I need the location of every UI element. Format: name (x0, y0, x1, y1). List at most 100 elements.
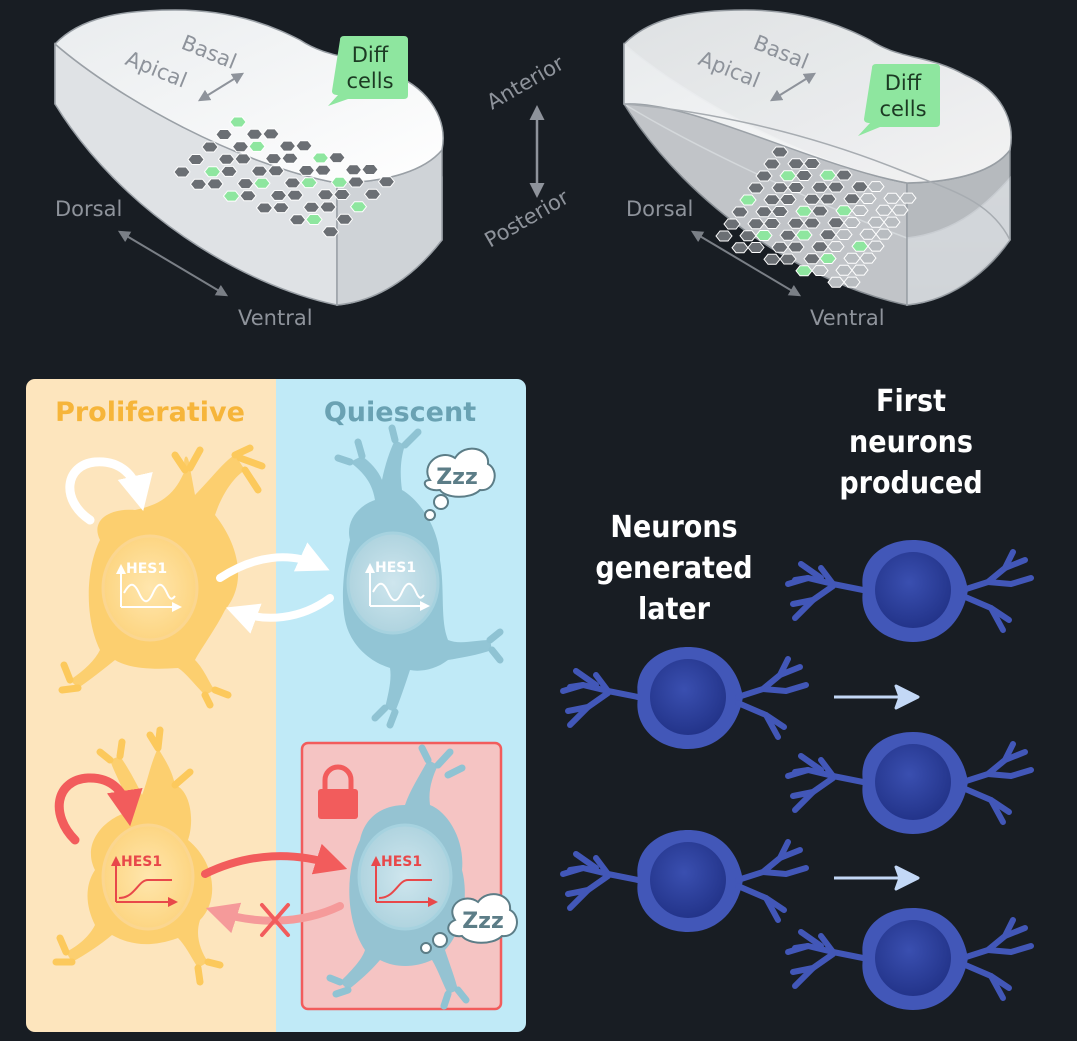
differentiating-cell (311, 152, 330, 164)
progenitor-cell (803, 193, 821, 205)
progenitor-cell (316, 189, 335, 201)
ventral-label: Ventral (238, 306, 313, 330)
differentiating-cell (203, 166, 222, 178)
quiescent-to-proliferative-arrow (225, 594, 334, 634)
progenitor-cell (347, 176, 365, 188)
quiescent-title: Quiescent (324, 397, 476, 428)
apical-basal-arrow (197, 72, 245, 102)
anterior-label: Anterior (483, 51, 569, 114)
progenitor-cell (883, 192, 901, 204)
progenitor-cell (851, 264, 869, 276)
self-renewal-arrow (65, 457, 153, 525)
progenitor-cell (269, 190, 288, 201)
tube-diagram-right: Basal Apical Diff cells Dorsal Ventral (623, 9, 1012, 330)
sleep-thought-bubble-top: Zzz (423, 447, 496, 521)
progenitor-cell (891, 204, 909, 216)
differentiating-cell (330, 176, 349, 188)
activate-to-quiescent-arrow (216, 542, 330, 582)
progenitor-cell (245, 128, 264, 140)
progenitor-cell (851, 181, 869, 193)
hes1-sustained-graph-quiescent: HES1 (371, 854, 438, 907)
progenitor-cell (302, 201, 321, 213)
progenitor-cell (827, 217, 845, 229)
progenitor-cell (827, 181, 845, 193)
diff-cells-callout: Diff cells (328, 36, 408, 106)
differentiating-cell (779, 170, 797, 182)
progenitor-cell (779, 229, 797, 241)
progenitor-cell (787, 217, 805, 229)
progenitor-cell (811, 241, 829, 253)
progression-arrow-1 (834, 684, 920, 710)
dorsal-label: Dorsal (55, 197, 122, 221)
progenitor-cell (297, 165, 316, 176)
diff-label-right: Diff (885, 71, 922, 95)
progenitor-cell (255, 202, 274, 214)
progenitor-cell (361, 164, 379, 175)
anterior-posterior-axis: Anterior Posterior (481, 51, 574, 252)
neuron (785, 540, 1034, 642)
progenitor-cell (827, 241, 845, 252)
differentiating-cell (300, 177, 318, 189)
progenitor-cell (779, 194, 797, 205)
neuron-nucleus (875, 920, 951, 996)
progenitor-cell (250, 165, 269, 177)
progenitor-cell (771, 182, 789, 194)
progenitor-cell (819, 229, 837, 241)
progenitor-cell (321, 226, 340, 238)
progenitor-cell (763, 253, 781, 265)
progression-arrow-2 (834, 865, 920, 891)
progenitor-cell (763, 158, 781, 170)
differentiating-cell (795, 229, 813, 241)
progenitor-cell (747, 242, 765, 253)
differentiating-cell (819, 253, 837, 264)
cells-label-right: cells (879, 97, 926, 121)
progenitor-cell (755, 170, 773, 182)
neuron-nucleus (875, 552, 951, 628)
progenitor-cell (215, 129, 233, 140)
progenitor-cell (843, 217, 861, 228)
neuron-timeline: First neurons produced Neurons generated… (560, 384, 1034, 1010)
progenitor-cell (763, 218, 781, 229)
progenitor-cell (795, 170, 813, 181)
sleep-thought-bubble-bottom: Zzz (420, 893, 518, 954)
hes1-label-quiescent: HES1 (375, 560, 416, 576)
progenitor-cell (811, 265, 829, 276)
progenitor-cell (206, 178, 224, 190)
later-label-1: Neurons (610, 510, 737, 545)
ventral-label-right: Ventral (810, 306, 885, 330)
cells-label: cells (346, 69, 393, 93)
self-renewal-arrow-red (54, 773, 143, 845)
differentiating-cell (222, 190, 241, 202)
progenitor-cell (859, 193, 877, 204)
progenitor-cell (333, 189, 351, 200)
progenitor-cell (867, 216, 885, 228)
progenitor-cell (328, 152, 346, 164)
progenitor-cell (295, 140, 313, 152)
differentiating-cell (819, 169, 837, 181)
lock-icon (318, 764, 358, 819)
progenitor-cell (867, 240, 885, 252)
neuron-nucleus (875, 744, 951, 820)
progenitor-cell (883, 216, 901, 228)
progenitor-cell (262, 128, 280, 140)
progenitor-cell (731, 206, 749, 218)
progenitor-cell (835, 169, 853, 181)
neuron (560, 830, 809, 932)
progenitor-cell (851, 205, 869, 216)
first-label-1: First (876, 384, 946, 419)
progenitor-cell (803, 217, 821, 229)
progenitor-cell (344, 164, 363, 176)
diff-cells-callout-right: Diff cells (858, 64, 940, 136)
progenitor-cell (811, 205, 829, 217)
progenitor-cell (283, 177, 302, 189)
progenitor-cell (747, 218, 765, 230)
neuron-nucleus (650, 842, 726, 918)
proliferative-title: Proliferative (55, 397, 245, 428)
apical-basal-arrow-right (769, 72, 817, 102)
progenitor-cell (771, 241, 789, 253)
differentiating-cell (739, 194, 757, 206)
progenitor-cell (363, 188, 382, 200)
progenitor-cell (201, 141, 219, 153)
progenitor-cell (747, 182, 765, 194)
progenitor-cell (723, 218, 741, 230)
